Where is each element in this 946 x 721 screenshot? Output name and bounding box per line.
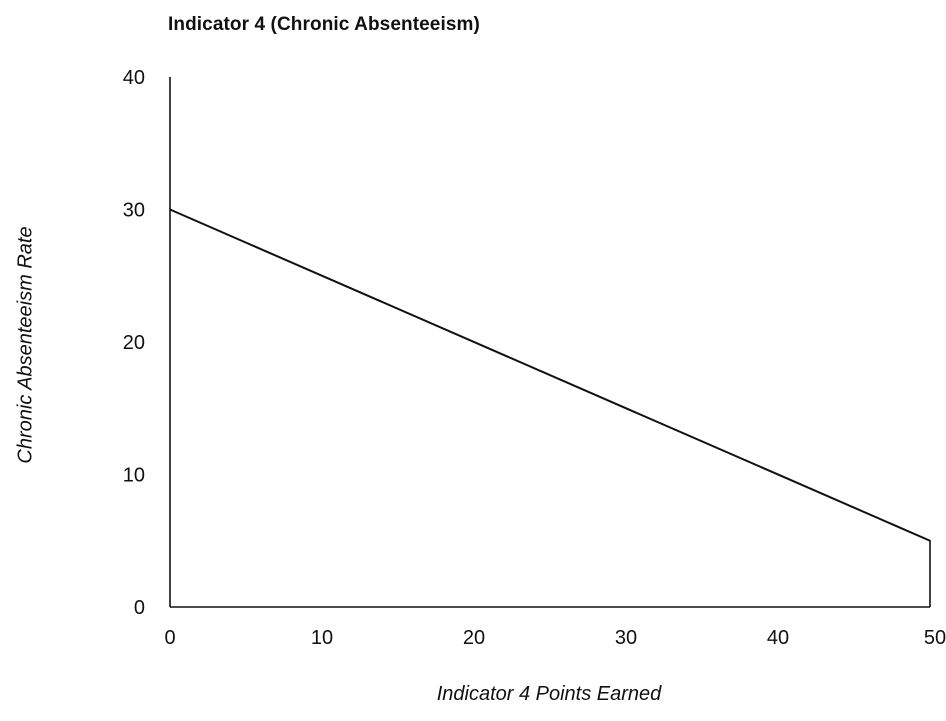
x-tick-label: 50 <box>924 627 946 649</box>
series-line <box>169 208 931 542</box>
y-tick-label: 30 <box>123 200 145 222</box>
x-tick-label: 0 <box>164 627 175 649</box>
x-tick-label: 20 <box>463 627 485 649</box>
x-tick-label: 30 <box>615 627 637 649</box>
chart-title: Indicator 4 (Chronic Absenteeism) <box>168 14 480 35</box>
y-tick-label: 40 <box>123 67 145 89</box>
series-group <box>169 208 931 542</box>
y-tick-labels: 0 10 20 30 40 <box>123 67 145 619</box>
x-tick-label: 10 <box>311 627 333 649</box>
y-tick-label: 0 <box>134 597 145 619</box>
y-tick-label: 20 <box>123 332 145 354</box>
x-axis-label: Indicator 4 Points Earned <box>436 683 662 705</box>
x-tick-label: 40 <box>767 627 789 649</box>
x-tick-labels: 0 10 20 30 40 50 <box>164 627 946 649</box>
y-tick-label: 10 <box>123 465 145 487</box>
